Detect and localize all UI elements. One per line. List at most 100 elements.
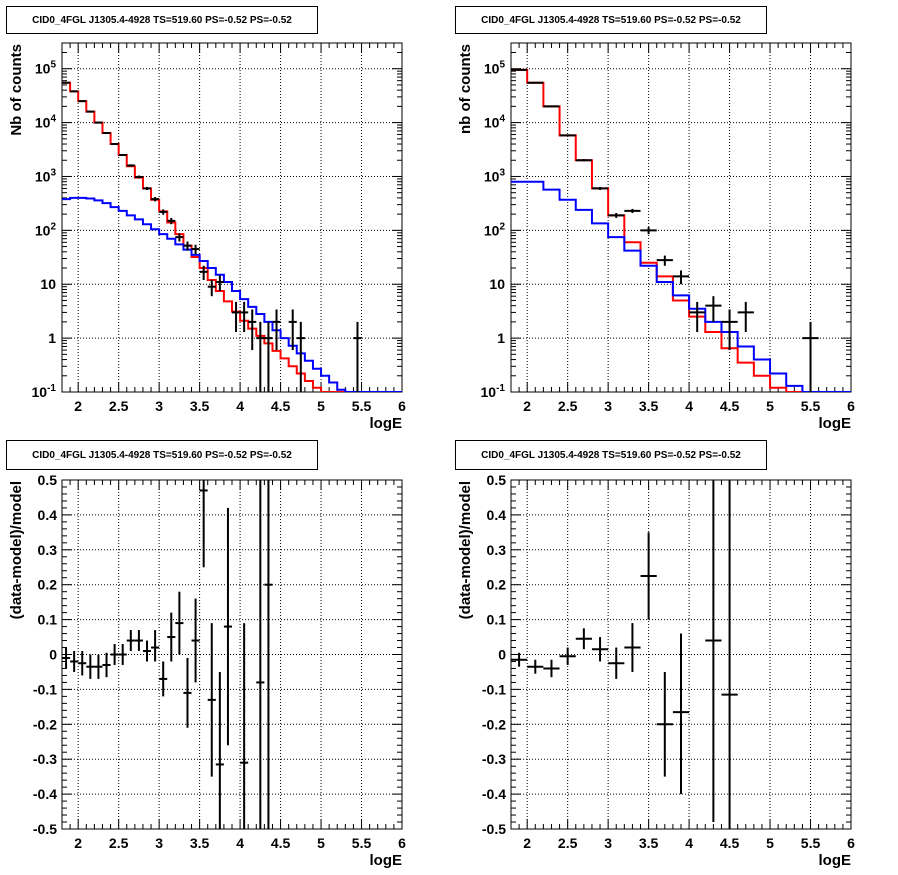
y-tick-label: 0.5 (38, 472, 58, 488)
y-tick-label: 1 (497, 330, 505, 346)
plot-title: CID0_4FGL J1305.4-4928 TS=519.60 PS=-0.5… (455, 440, 767, 470)
y-tick-label: -0.3 (33, 751, 57, 767)
y-axis-title: (data-model)/model (8, 481, 25, 619)
residual-plot-coarse-svg: 2 2.5 3 3.5 4 4.5 5 5.5 6 -0.5 -0.4 -0.3 -0.2 -0.1 0 0.… (457, 472, 855, 869)
x-tick-label: 4 (685, 835, 693, 851)
x-axis-title: logE (819, 415, 852, 432)
y-tick-label: 0.4 (487, 507, 507, 523)
y-axis-title: nb of counts (457, 44, 474, 134)
y-axis-title: Nb of counts (8, 44, 25, 136)
y-tick-label: 0.5 (487, 472, 507, 488)
y-tick-label: 0.1 (38, 612, 58, 628)
y-tick-label: 105 (484, 60, 506, 77)
x-axis-title: logE (370, 852, 403, 869)
y-tick-label: 0.3 (487, 542, 507, 558)
x-tick-label: 3 (604, 398, 612, 414)
y-axis-title: (data-model)/model (457, 481, 474, 619)
x-tick-label: 6 (847, 398, 855, 414)
x-tick-label: 2.5 (558, 398, 578, 414)
y-tick-label: -0.5 (33, 821, 57, 837)
x-tick-label: 4.5 (271, 835, 291, 851)
y-tick-label: -0.4 (482, 786, 506, 802)
y-tick-label: 10-1 (32, 383, 57, 400)
x-tick-label: 5.5 (801, 398, 821, 414)
counts-plot-fine: 2 2.5 3 3.5 4 4.5 5 5.5 6 10-1 1 10 102 103 104 105 logE… (0, 0, 449, 437)
x-tick-label: 3.5 (190, 398, 210, 414)
y-tick-label: -0.5 (482, 821, 506, 837)
counts-plot-coarse: 2 2.5 3 3.5 4 4.5 5 5.5 6 10-1 1 10 102 103 104 105 logE… (449, 0, 898, 437)
counts-plot-coarse-svg: 2 2.5 3 3.5 4 4.5 5 5.5 6 10-1 1 10 102 103 104 105 logE… (457, 42, 855, 432)
y-tick-label: -0.2 (482, 716, 506, 732)
y-tick-label: 0.2 (487, 577, 507, 593)
model-histogram (62, 81, 402, 392)
y-tick-label: -0.1 (482, 681, 506, 697)
plot-contents (511, 68, 851, 392)
x-tick-label: 3 (155, 398, 163, 414)
x-tick-label: 4.5 (720, 398, 740, 414)
model-histogram (511, 180, 851, 392)
x-tick-label: 5.5 (352, 835, 372, 851)
plot-frame (61, 42, 403, 393)
plot-contents (62, 480, 273, 829)
x-tick-label: 3 (604, 835, 612, 851)
plot-title: CID0_4FGL J1305.4-4928 TS=519.60 PS=-0.5… (6, 6, 318, 34)
x-axis-title: logE (370, 415, 403, 432)
y-tick-label: 0.4 (38, 507, 58, 523)
y-tick-label: 104 (484, 114, 506, 131)
x-tick-label: 2 (523, 398, 531, 414)
plot-contents (62, 81, 402, 392)
model-histogram (62, 196, 402, 392)
plot-contents (511, 480, 738, 829)
counts-plot-fine-svg: 2 2.5 3 3.5 4 4.5 5 5.5 6 10-1 1 10 102 103 104 105 logE… (8, 42, 406, 432)
x-tick-label: 5 (317, 398, 325, 414)
y-tick-label: 103 (484, 167, 506, 184)
y-tick-label: 0.2 (38, 577, 58, 593)
x-tick-label: 4.5 (271, 398, 291, 414)
x-tick-label: 6 (398, 835, 406, 851)
y-tick-label: 10 (40, 276, 56, 292)
x-tick-label: 5.5 (352, 398, 372, 414)
y-tick-label: 0 (498, 647, 506, 663)
plot-title: CID0_4FGL J1305.4-4928 TS=519.60 PS=-0.5… (6, 440, 318, 470)
x-tick-label: 5 (766, 835, 774, 851)
x-tick-label: 5 (317, 835, 325, 851)
y-tick-label: 104 (35, 114, 57, 131)
y-tick-label: 0.3 (38, 542, 58, 558)
y-tick-label: 1 (48, 330, 56, 346)
x-tick-label: 2 (74, 835, 82, 851)
x-tick-label: 6 (847, 835, 855, 851)
residual-plot-fine-svg: 2 2.5 3 3.5 4 4.5 5 5.5 6 -0.5 -0.4 -0.3 -0.2 -0.1 0 0.… (8, 472, 406, 869)
x-tick-label: 4 (685, 398, 693, 414)
x-tick-label: 6 (398, 398, 406, 414)
y-tick-label: 102 (35, 221, 57, 238)
x-tick-label: 5 (766, 398, 774, 414)
x-tick-label: 5.5 (801, 835, 821, 851)
x-tick-label: 2.5 (109, 835, 129, 851)
y-tick-label: -0.3 (482, 751, 506, 767)
x-tick-label: 2.5 (558, 835, 578, 851)
x-axis-title: logE (819, 852, 852, 869)
y-tick-label: 105 (35, 60, 57, 77)
x-tick-label: 4.5 (720, 835, 740, 851)
x-tick-label: 2 (523, 835, 531, 851)
residual-plot-coarse: 2 2.5 3 3.5 4 4.5 5 5.5 6 -0.5 -0.4 -0.3 -0.2 -0.1 0 0.… (449, 437, 898, 874)
x-tick-label: 3.5 (639, 835, 659, 851)
y-tick-label: 102 (484, 221, 506, 238)
x-tick-label: 3.5 (190, 835, 210, 851)
x-tick-label: 3.5 (639, 398, 659, 414)
x-tick-label: 3 (155, 835, 163, 851)
y-tick-label: -0.2 (33, 716, 57, 732)
y-tick-label: 0 (49, 647, 57, 663)
y-tick-label: 10 (489, 276, 505, 292)
x-tick-label: 4 (236, 398, 244, 414)
y-tick-label: -0.1 (33, 681, 57, 697)
x-tick-label: 2 (74, 398, 82, 414)
y-tick-label: -0.4 (33, 786, 57, 802)
plot-frame (510, 42, 852, 393)
x-tick-label: 4 (236, 835, 244, 851)
x-tick-label: 2.5 (109, 398, 129, 414)
y-tick-label: 0.1 (487, 612, 507, 628)
residual-plot-fine: 2 2.5 3 3.5 4 4.5 5 5.5 6 -0.5 -0.4 -0.3 -0.2 -0.1 0 0.… (0, 437, 449, 874)
y-tick-label: 10-1 (481, 383, 506, 400)
model-histogram (511, 68, 851, 392)
